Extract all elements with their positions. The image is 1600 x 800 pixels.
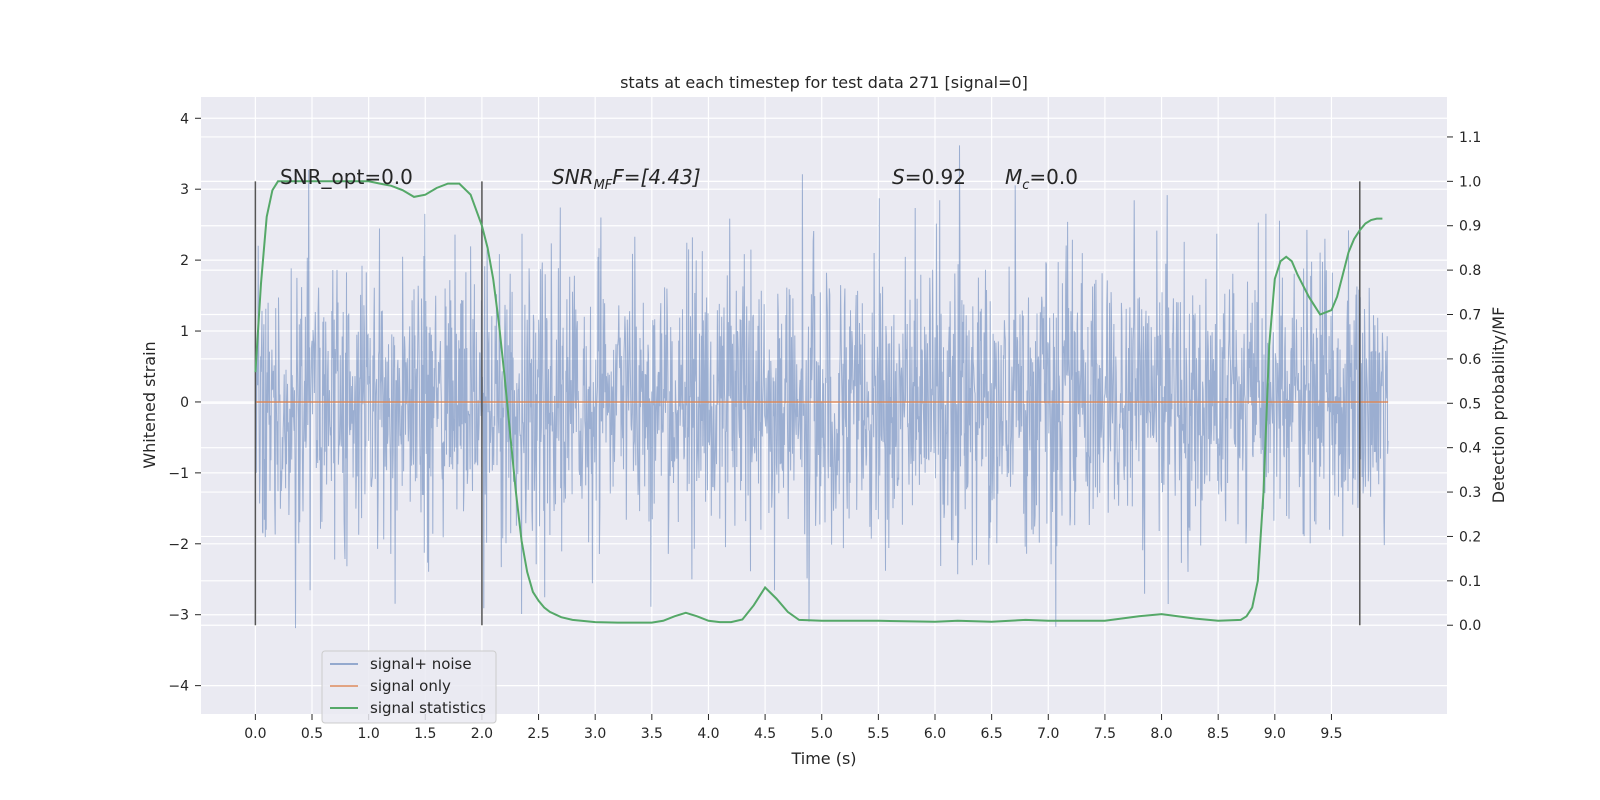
stats-series	[254, 180, 1383, 624]
snr-opt-annotation: SNR_opt=0.0	[280, 165, 413, 189]
y-right-tick-label: 0.6	[1459, 352, 1481, 368]
y-right-tick-label: 0.9	[1459, 219, 1481, 235]
y-axis-label: Whitened strain	[140, 341, 159, 468]
axis-ticks: 0.0 0.5 1.0 1.5 2.0 2.5 3.0 3.5 4.0 4.5 5.0 5.5 6.0 6…	[168, 111, 1481, 742]
x-tick-label: 1.5	[414, 726, 436, 742]
y-right-tick-label: 1.0	[1459, 174, 1481, 190]
legend-entry-signal: signal only	[370, 677, 451, 695]
y-tick-label: −4	[168, 679, 189, 695]
y-tick-label: 2	[180, 253, 189, 269]
y-right-tick-label: 0.4	[1459, 441, 1481, 457]
y-tick-label: −2	[168, 537, 189, 553]
vertical-marker-lines	[254, 181, 1361, 626]
y-tick-label: 3	[180, 182, 189, 198]
x-tick-label: 2.5	[527, 726, 549, 742]
x-tick-label: 3.0	[584, 726, 606, 742]
x-tick-label: 9.5	[1320, 726, 1342, 742]
y-tick-label: 1	[180, 324, 189, 340]
y-right-tick-label: 0.0	[1459, 618, 1481, 634]
y-right-tick-label: 0.3	[1459, 485, 1481, 501]
x-tick-label: 9.0	[1264, 726, 1286, 742]
x-tick-label: 5.0	[811, 726, 833, 742]
s-annotation: S=0.92	[892, 165, 966, 189]
x-tick-label: 6.5	[981, 726, 1003, 742]
x-tick-label: 8.0	[1150, 726, 1172, 742]
y-tick-label: −3	[168, 608, 189, 624]
legend-entry-stats: signal statistics	[370, 699, 486, 717]
x-tick-label: 0.5	[301, 726, 323, 742]
x-tick-label: 6.0	[924, 726, 946, 742]
y-right-tick-label: 0.5	[1459, 396, 1481, 412]
x-tick-label: 8.5	[1207, 726, 1229, 742]
x-tick-label: 2.0	[471, 726, 493, 742]
y-right-tick-label: 0.7	[1459, 308, 1481, 324]
y-right-axis-label: Detection probability/MF	[1489, 307, 1508, 504]
y-right-tick-label: 0.1	[1459, 574, 1481, 590]
y-right-tick-label: 0.8	[1459, 263, 1481, 279]
y-tick-label: −1	[168, 466, 189, 482]
y-tick-label: 4	[180, 111, 189, 127]
x-tick-label: 5.5	[867, 726, 889, 742]
legend-box	[321, 650, 497, 724]
chart-title: stats at each timestep for test data 271…	[620, 73, 1028, 92]
x-tick-label: 0.0	[244, 726, 266, 742]
x-tick-label: 4.0	[697, 726, 719, 742]
x-axis-label: Time (s)	[790, 749, 856, 768]
y-tick-label: 0	[180, 395, 189, 411]
x-tick-label: 7.0	[1037, 726, 1059, 742]
mc-annotation: Mc=0.0	[1005, 165, 1078, 193]
x-tick-label: 3.5	[641, 726, 663, 742]
legend-entry-noise: signal+ noise	[370, 655, 472, 673]
signal-statistics-line	[254, 180, 1383, 624]
x-tick-label: 7.5	[1094, 726, 1116, 742]
snr-mf-annotation: SNRMFF=[4.43]	[552, 165, 701, 193]
y-right-tick-label: 0.2	[1459, 529, 1481, 545]
x-tick-label: 4.5	[754, 726, 776, 742]
y-right-tick-label: 1.1	[1459, 130, 1481, 146]
legend: signal+ noise signal only signal statist…	[321, 650, 497, 724]
x-tick-label: 1.0	[358, 726, 380, 742]
